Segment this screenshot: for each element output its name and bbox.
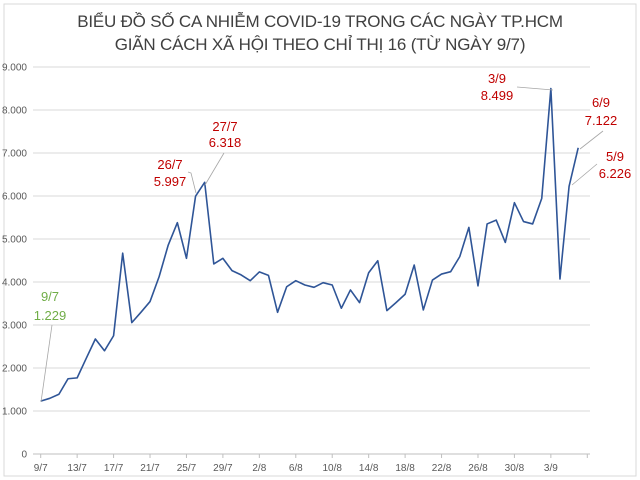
annotation-leader-line bbox=[40, 324, 53, 403]
x-tick-label: 26/8 bbox=[468, 463, 488, 474]
y-tick-label: 7.000 bbox=[2, 149, 27, 160]
annotation-leader-line bbox=[579, 130, 604, 150]
y-tick-label: 0 bbox=[21, 450, 27, 461]
chart-title: BIỂU ĐỒ SỐ CA NHIỄM COVID-19 TRONG CÁC N… bbox=[77, 12, 563, 31]
y-tick-label: 8.000 bbox=[2, 106, 27, 117]
annotation-value: 6.318 bbox=[209, 135, 242, 150]
x-tick-label: 2/8 bbox=[252, 463, 266, 474]
x-tick-label: 13/7 bbox=[67, 463, 87, 474]
x-tick-label: 6/8 bbox=[289, 463, 303, 474]
annotation-value: 7.122 bbox=[585, 113, 618, 128]
annotation-value: 8.499 bbox=[481, 88, 514, 103]
annotation-date: 9/7 bbox=[41, 289, 59, 304]
annotation-value: 1.229 bbox=[34, 308, 67, 323]
x-tick-label: 3/9 bbox=[544, 463, 558, 474]
annotation-value: 6.226 bbox=[599, 166, 632, 181]
annotation-date: 3/9 bbox=[488, 71, 506, 86]
chart-border bbox=[3, 3, 637, 477]
y-tick-label: 2.000 bbox=[2, 364, 27, 375]
annotation-leader-line bbox=[516, 86, 554, 91]
annotation-date: 27/7 bbox=[212, 119, 237, 134]
x-tick-label: 30/8 bbox=[505, 463, 525, 474]
y-tick-label: 6.000 bbox=[2, 192, 27, 203]
x-tick-label: 10/8 bbox=[322, 463, 342, 474]
x-tick-label: 18/8 bbox=[395, 463, 415, 474]
x-tick-label: 21/7 bbox=[140, 463, 160, 474]
y-tick-label: 5.000 bbox=[2, 235, 27, 246]
annotation-leader-line bbox=[187, 171, 197, 194]
annotation-leader-line bbox=[204, 152, 225, 186]
x-tick-label: 22/8 bbox=[432, 463, 452, 474]
x-tick-label: 14/8 bbox=[359, 463, 379, 474]
annotation-date: 26/7 bbox=[157, 157, 182, 172]
y-tick-label: 4.000 bbox=[2, 278, 27, 289]
chart-subtitle: GIÃN CÁCH XÃ HỘI THEO CHỈ THỊ 16 (TỪ NGÀ… bbox=[114, 35, 526, 54]
x-tick-label: 25/7 bbox=[177, 463, 197, 474]
annotation-value: 5.997 bbox=[154, 174, 187, 189]
y-tick-label: 3.000 bbox=[2, 321, 27, 332]
x-tick-label: 9/7 bbox=[34, 463, 48, 474]
y-tick-label: 9.000 bbox=[2, 63, 27, 74]
annotation-leader-line bbox=[571, 163, 598, 186]
x-tick-label: 29/7 bbox=[213, 463, 233, 474]
series-line bbox=[40, 87, 579, 402]
y-tick-label: 1.000 bbox=[2, 407, 27, 418]
annotation-date: 5/9 bbox=[606, 149, 624, 164]
annotation-date: 6/9 bbox=[592, 95, 610, 110]
x-tick-label: 17/7 bbox=[104, 463, 124, 474]
